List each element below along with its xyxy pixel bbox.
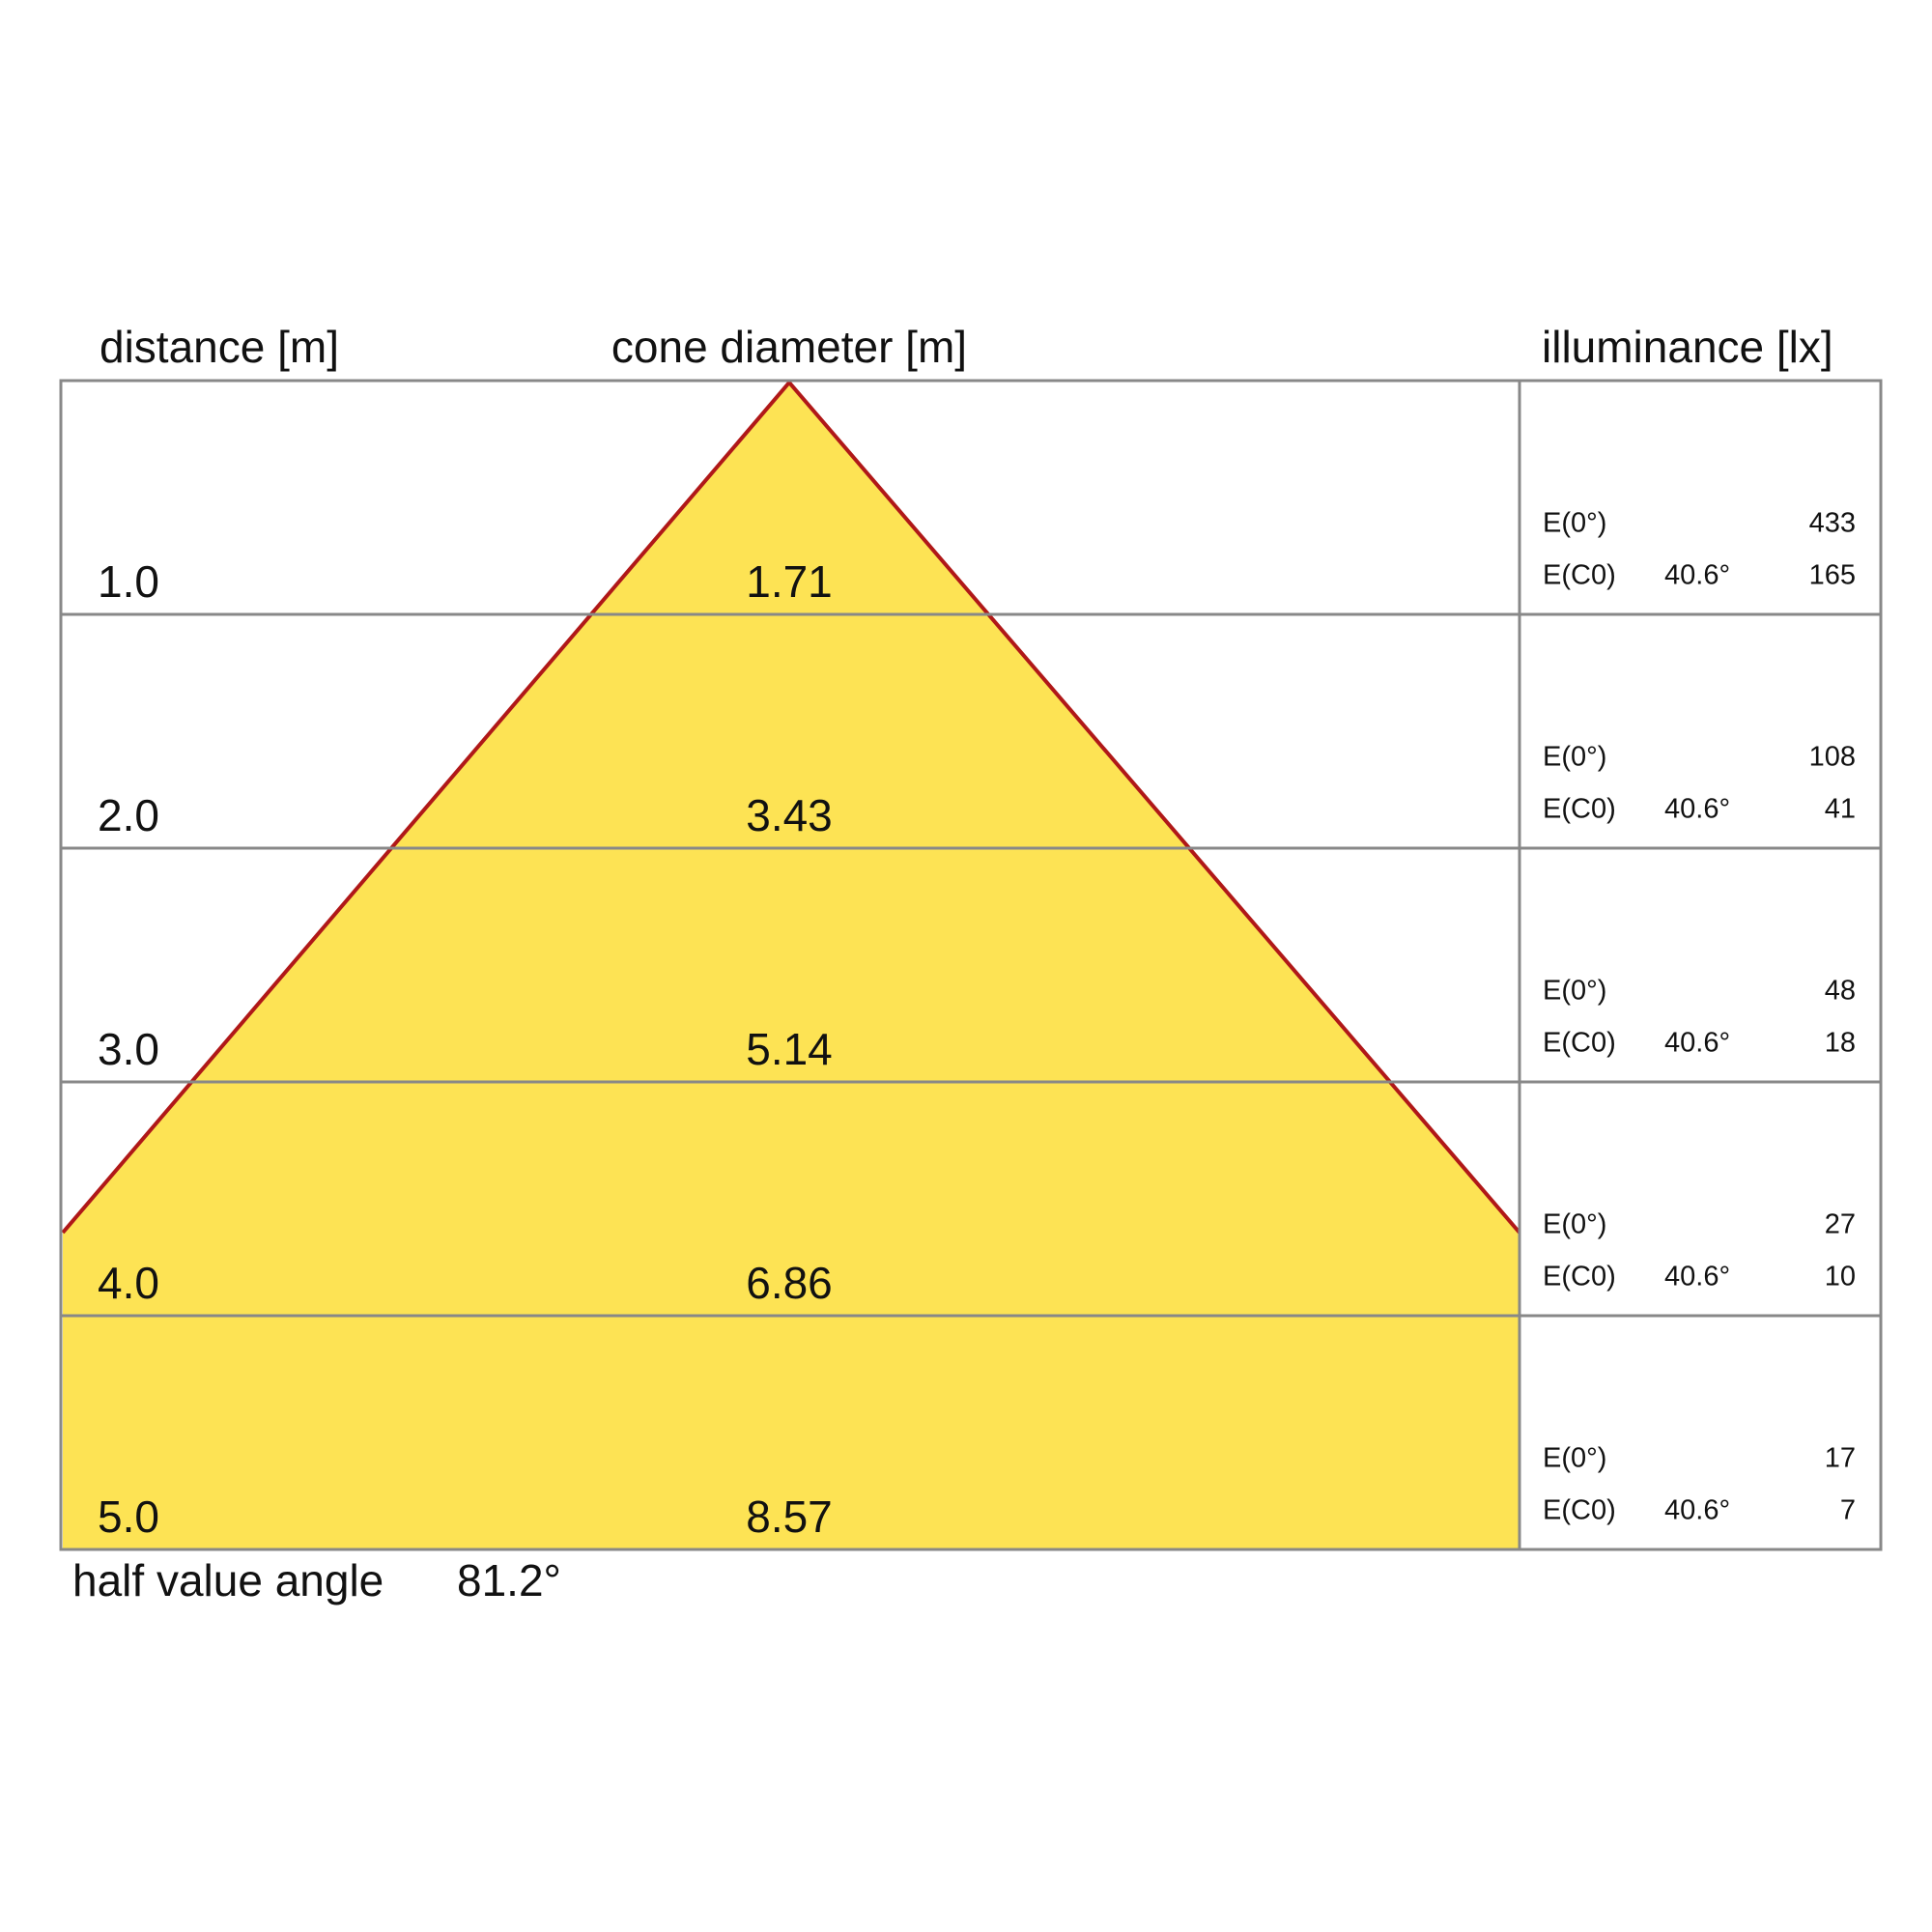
cone-diameter: 6.86 (746, 1258, 833, 1308)
ec0-label: E(C0) (1543, 560, 1616, 591)
header-distance: distance [m] (99, 322, 339, 372)
ec0-angle: 40.6° (1664, 1495, 1730, 1526)
footer-value: 81.2° (457, 1555, 561, 1605)
e0-value: 433 (1809, 508, 1856, 539)
cone-diameter: 3.43 (746, 790, 833, 840)
e0-label: E(0°) (1543, 976, 1606, 1007)
distance: 5.0 (98, 1492, 159, 1542)
ec0-angle: 40.6° (1664, 1262, 1730, 1293)
e0-label: E(0°) (1543, 1209, 1606, 1240)
cone-diameter: 1.71 (746, 556, 833, 607)
ec0-label: E(C0) (1543, 1262, 1616, 1293)
e0-value: 27 (1825, 1209, 1856, 1240)
footer-label: half value angle (72, 1555, 384, 1605)
e0-value: 108 (1809, 742, 1856, 773)
distance: 1.0 (98, 556, 159, 607)
ec0-value: 18 (1825, 1028, 1856, 1059)
e0-value: 48 (1825, 976, 1856, 1007)
light-cone (63, 383, 1520, 1549)
ec0-angle: 40.6° (1664, 560, 1730, 591)
ec0-value: 7 (1840, 1495, 1856, 1526)
e0-label: E(0°) (1543, 742, 1606, 773)
ec0-value: 41 (1825, 794, 1856, 825)
header-diameter: cone diameter [m] (611, 322, 967, 372)
ec0-angle: 40.6° (1664, 794, 1730, 825)
ec0-label: E(C0) (1543, 1495, 1616, 1526)
ec0-value: 165 (1809, 560, 1856, 591)
e0-value: 17 (1825, 1443, 1856, 1474)
ec0-angle: 40.6° (1664, 1028, 1730, 1059)
cone-diameter: 5.14 (746, 1024, 833, 1074)
e0-label: E(0°) (1543, 1443, 1606, 1474)
ec0-label: E(C0) (1543, 1028, 1616, 1059)
distance: 2.0 (98, 790, 159, 840)
header-illuminance: illuminance [lx] (1542, 322, 1833, 372)
ec0-label: E(C0) (1543, 794, 1616, 825)
ec0-value: 10 (1825, 1262, 1856, 1293)
e0-label: E(0°) (1543, 508, 1606, 539)
table-grid (59, 379, 1883, 1551)
cone-edge (61, 379, 1521, 1235)
distance: 4.0 (98, 1258, 159, 1308)
table-border (59, 379, 1883, 1551)
cone-diameter: 8.57 (746, 1492, 833, 1542)
distance: 3.0 (98, 1024, 159, 1074)
